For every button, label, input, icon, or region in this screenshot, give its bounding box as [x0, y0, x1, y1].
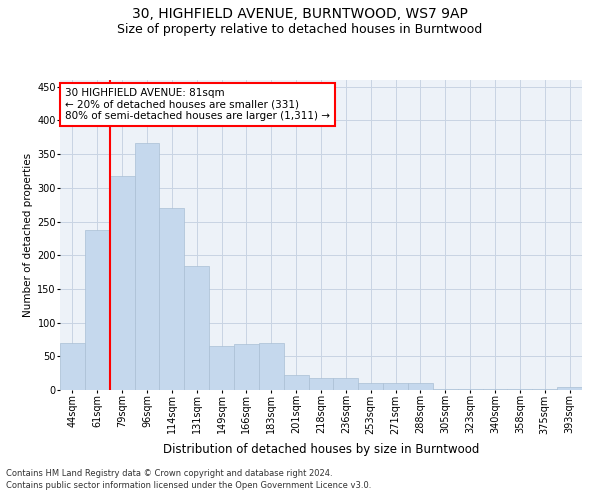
Text: Contains public sector information licensed under the Open Government Licence v3: Contains public sector information licen… [6, 481, 371, 490]
Bar [557, 388, 582, 390]
Bar [334, 378, 358, 390]
Bar [482, 388, 508, 390]
Text: 30, HIGHFIELD AVENUE, BURNTWOOD, WS7 9AP: 30, HIGHFIELD AVENUE, BURNTWOOD, WS7 9AP [132, 8, 468, 22]
Bar [358, 384, 383, 390]
Bar [60, 343, 85, 390]
Text: Distribution of detached houses by size in Burntwood: Distribution of detached houses by size … [163, 442, 479, 456]
Bar [508, 388, 532, 390]
Bar [408, 384, 433, 390]
Text: 30 HIGHFIELD AVENUE: 81sqm
← 20% of detached houses are smaller (331)
80% of sem: 30 HIGHFIELD AVENUE: 81sqm ← 20% of deta… [65, 88, 330, 121]
Bar [383, 384, 408, 390]
Text: Size of property relative to detached houses in Burntwood: Size of property relative to detached ho… [118, 22, 482, 36]
Bar [532, 388, 557, 390]
Bar [209, 346, 234, 390]
Bar [284, 375, 308, 390]
Bar [85, 230, 110, 390]
Bar [259, 343, 284, 390]
Text: Contains HM Land Registry data © Crown copyright and database right 2024.: Contains HM Land Registry data © Crown c… [6, 468, 332, 477]
Y-axis label: Number of detached properties: Number of detached properties [23, 153, 33, 317]
Bar [110, 176, 134, 390]
Bar [234, 344, 259, 390]
Bar [134, 142, 160, 390]
Bar [184, 266, 209, 390]
Bar [458, 388, 482, 390]
Bar [433, 388, 458, 390]
Bar [160, 208, 184, 390]
Bar [308, 378, 334, 390]
